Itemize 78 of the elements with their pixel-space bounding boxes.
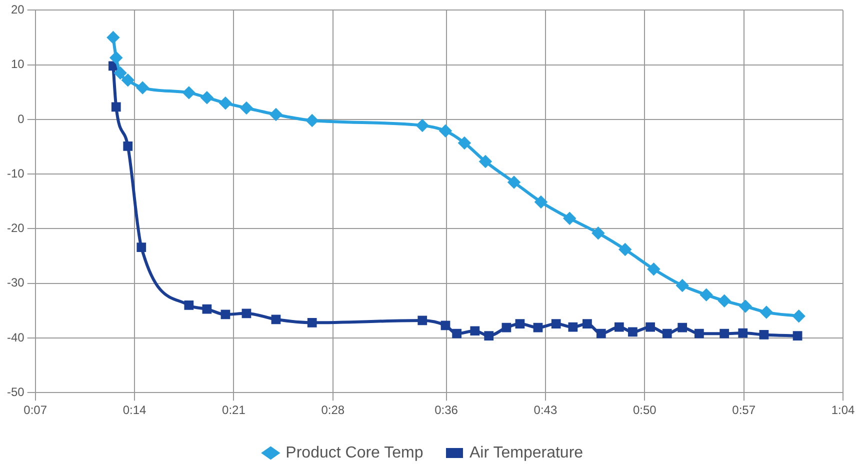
- y-tick-label: -40: [7, 330, 25, 344]
- point: [662, 328, 672, 338]
- point: [760, 306, 772, 318]
- point: [619, 243, 632, 256]
- point: [111, 102, 121, 112]
- y-tick-label: -20: [7, 221, 25, 236]
- point: [242, 308, 252, 318]
- point: [108, 61, 118, 71]
- point: [694, 328, 704, 338]
- point: [646, 322, 655, 332]
- point: [564, 212, 576, 224]
- point: [739, 300, 752, 312]
- point: [678, 322, 688, 332]
- legend-label: Air Temperature: [470, 444, 584, 462]
- point: [200, 92, 213, 104]
- y-tick-label: 0: [18, 112, 25, 126]
- point: [220, 310, 230, 320]
- point: [596, 328, 606, 338]
- x-tick-label: 0:50: [632, 403, 657, 418]
- point: [648, 263, 660, 276]
- point: [676, 280, 688, 292]
- point: [718, 294, 730, 307]
- y-tick-label: -50: [7, 384, 25, 399]
- point: [533, 322, 543, 332]
- point: [418, 316, 428, 326]
- point: [484, 331, 494, 340]
- point: [628, 327, 638, 337]
- x-tick-label: 0:57: [732, 403, 756, 418]
- y-tick-label: 10: [10, 57, 25, 72]
- y-tick-label: 20: [10, 2, 25, 17]
- point: [136, 242, 146, 252]
- legend-label: Product Core Temp: [286, 444, 424, 462]
- x-tick-label: 0:36: [434, 403, 458, 418]
- point: [240, 102, 252, 114]
- point: [738, 328, 748, 338]
- point: [122, 74, 134, 86]
- point: [114, 67, 126, 80]
- point: [306, 114, 318, 127]
- point: [592, 227, 604, 240]
- point: [440, 320, 450, 330]
- point: [534, 196, 547, 208]
- point: [792, 310, 805, 322]
- point: [792, 331, 802, 340]
- point: [502, 322, 512, 332]
- point: [551, 319, 561, 328]
- y-tick-label: -30: [7, 276, 25, 290]
- point: [219, 97, 232, 110]
- point: [582, 319, 592, 328]
- point: [439, 124, 452, 137]
- point: [271, 314, 281, 324]
- point: [614, 322, 624, 332]
- point: [700, 288, 712, 301]
- point: [416, 119, 428, 132]
- point: [182, 86, 195, 99]
- point: [508, 176, 520, 188]
- point: [720, 328, 730, 338]
- x-tick-label: 0:14: [122, 403, 147, 418]
- point: [202, 304, 212, 314]
- point: [107, 32, 120, 44]
- x-tick-label: 0:07: [24, 403, 48, 418]
- point: [568, 322, 578, 332]
- point: [110, 52, 122, 64]
- point: [759, 330, 769, 340]
- x-tick-label: 0:43: [534, 403, 558, 418]
- x-tick-label: 0:21: [222, 403, 246, 418]
- point: [123, 142, 133, 151]
- point: [515, 319, 525, 328]
- x-tick-label: 0:28: [321, 403, 345, 418]
- point: [479, 156, 492, 168]
- point: [270, 108, 282, 121]
- point: [458, 136, 470, 149]
- point: [452, 328, 462, 338]
- point: [184, 300, 194, 310]
- point: [470, 326, 480, 336]
- x-tick-label: 1:04: [831, 403, 855, 418]
- y-tick-label: -10: [7, 166, 25, 180]
- point: [136, 82, 149, 94]
- point: [307, 318, 317, 328]
